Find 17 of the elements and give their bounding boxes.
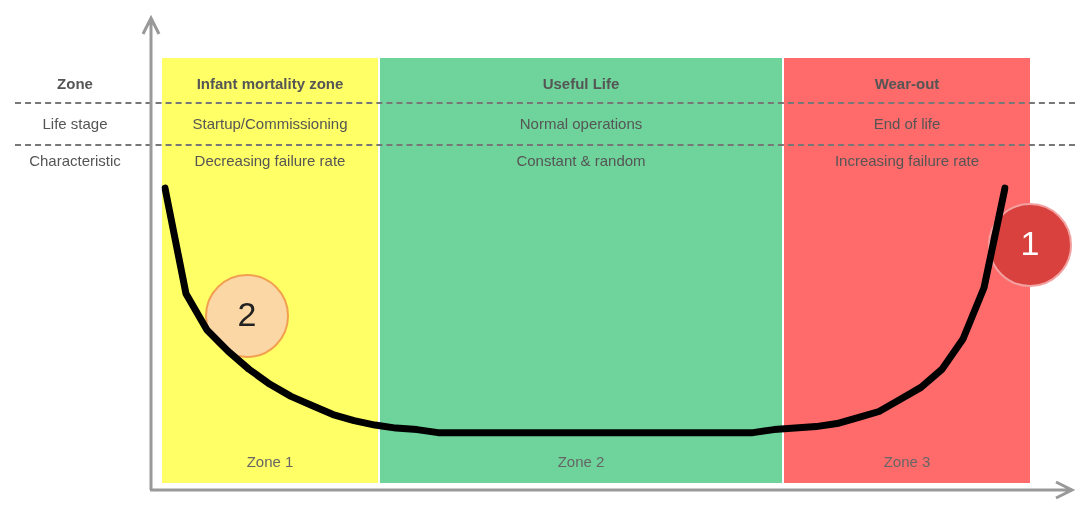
text: Zone bbox=[57, 75, 93, 93]
annotation: Zone 1 bbox=[246, 453, 294, 471]
text: Wear-out bbox=[874, 75, 940, 93]
annotation: Zone 3 bbox=[883, 453, 931, 471]
text: Decreasing failure rate bbox=[194, 152, 346, 170]
annotation: Zone 2 bbox=[557, 453, 605, 471]
text: Useful Life bbox=[542, 75, 620, 93]
text: 1 bbox=[1020, 224, 1040, 263]
text: Life stage bbox=[42, 115, 108, 133]
text: Constant & random bbox=[516, 152, 646, 170]
annotation: 2 bbox=[237, 295, 257, 334]
text: Infant mortality zone bbox=[196, 75, 344, 93]
text: Normal operations bbox=[519, 115, 643, 133]
text: Increasing failure rate bbox=[834, 152, 980, 170]
text: Characteristic bbox=[29, 152, 122, 170]
text: End of life bbox=[873, 115, 941, 133]
text: Startup/Commissioning bbox=[192, 115, 348, 133]
